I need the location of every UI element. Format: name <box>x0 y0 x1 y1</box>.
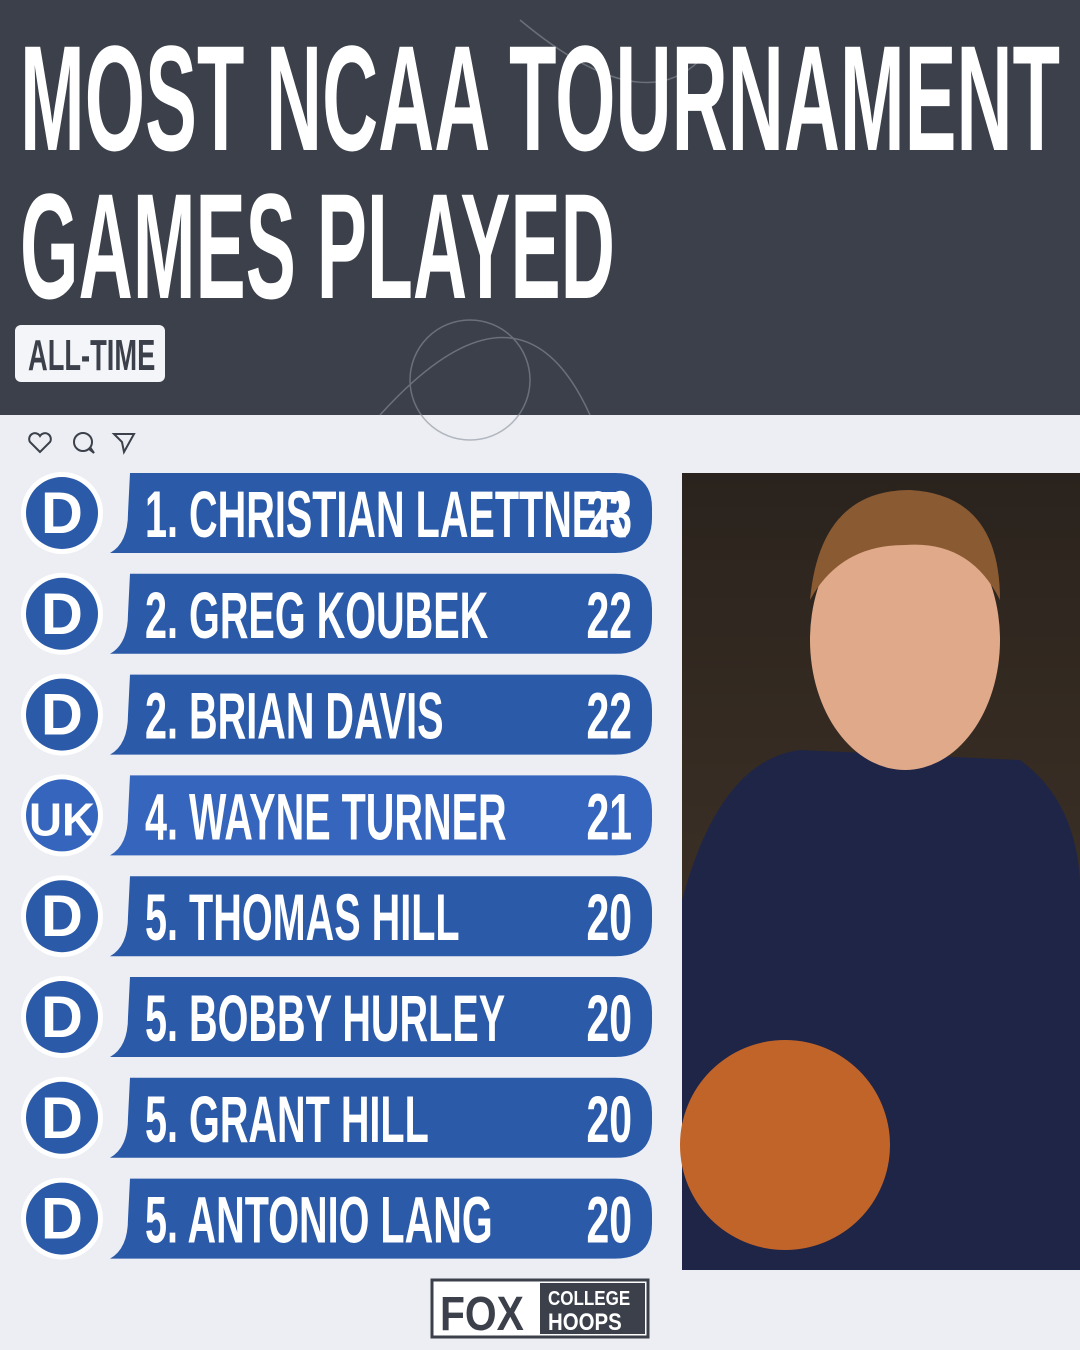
team-logo-text: UK <box>29 793 95 845</box>
team-logo-text: D <box>41 1187 83 1252</box>
team-logo-inner <box>26 477 98 549</box>
team-logo-inner <box>26 880 98 953</box>
player-label: 1. CHRISTIAN LAETTNER <box>145 477 627 551</box>
footer-logo-panel <box>540 1283 645 1334</box>
player-label: 4. WAYNE TURNER <box>145 779 507 853</box>
games-value: 20 <box>586 1183 632 1257</box>
row-bar <box>110 674 652 755</box>
team-logo-inner <box>26 1182 98 1255</box>
court-lines <box>379 19 701 441</box>
games-value: 20 <box>586 981 632 1055</box>
team-logo-inner <box>26 779 98 852</box>
team-logo-text: D <box>41 1086 83 1151</box>
games-value: 23 <box>586 477 632 551</box>
title-line: MOST NCAA TOURNAMENT <box>20 14 1060 182</box>
badge-text: ALL-TIME <box>28 331 155 380</box>
social-icons <box>28 432 136 455</box>
team-logo-inner <box>26 981 98 1053</box>
footer-line: COLLEGE <box>548 1288 630 1310</box>
row-bar <box>110 775 652 856</box>
badge <box>15 325 165 382</box>
team-logo-inner <box>26 678 98 751</box>
player-label: 5. GRANT HILL <box>145 1082 429 1156</box>
team-logo-text: D <box>41 683 83 748</box>
footer-line: HOOPS <box>548 1309 622 1336</box>
team-logo-text: D <box>41 481 83 546</box>
row-bar <box>110 876 652 957</box>
player-label: 5. THOMAS HILL <box>145 880 460 954</box>
row-bar <box>110 1077 652 1158</box>
player-label: 2. GREG KOUBEK <box>145 578 488 652</box>
games-value: 22 <box>586 679 632 753</box>
team-logo-text: D <box>41 582 83 647</box>
player-label: 5. ANTONIO LANG <box>145 1183 493 1257</box>
header-band <box>0 0 1080 415</box>
footer-brand: FOX <box>440 1288 524 1341</box>
row-bar <box>110 573 652 654</box>
team-logo-text: D <box>41 884 83 949</box>
row-bar <box>110 977 652 1057</box>
row-bar <box>110 1178 652 1259</box>
player-silhouette <box>680 490 1080 1270</box>
games-value: 20 <box>586 1082 632 1156</box>
games-value: 21 <box>586 779 632 853</box>
row-bar <box>110 473 652 553</box>
games-value: 20 <box>586 880 632 954</box>
team-logo-inner <box>26 577 98 650</box>
team-logo-inner <box>26 1081 98 1154</box>
player-label: 5. BOBBY HURLEY <box>145 981 505 1055</box>
games-value: 22 <box>586 578 632 652</box>
player-label: 2. BRIAN DAVIS <box>145 679 444 753</box>
title-line: GAMES PLAYED <box>20 162 615 330</box>
team-logo-text: D <box>41 985 83 1050</box>
